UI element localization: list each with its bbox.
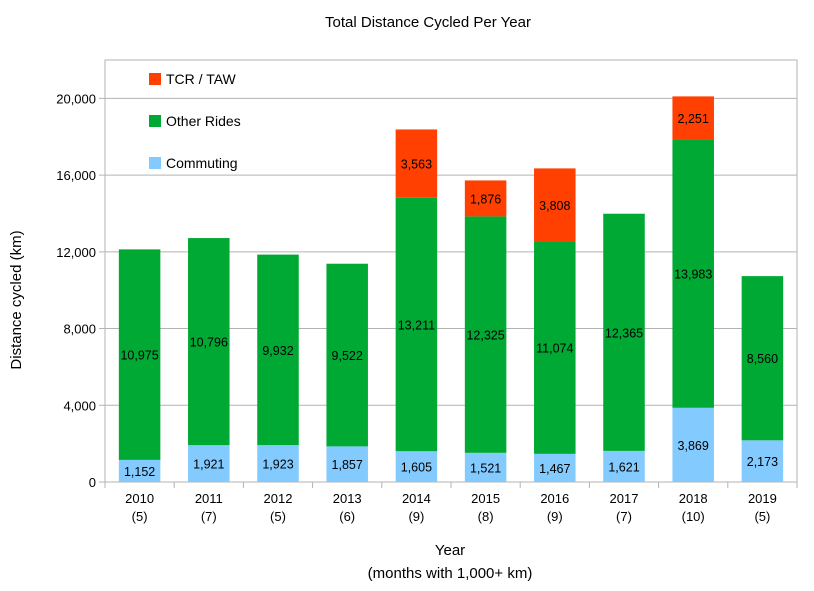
bar-tcr-taw xyxy=(534,168,576,242)
bar-commuting xyxy=(603,450,645,482)
x-tick-label: 2010 xyxy=(125,491,154,506)
data-label: 12,325 xyxy=(466,329,504,343)
data-label: 12,365 xyxy=(605,326,643,340)
bar-commuting xyxy=(326,446,368,482)
bar-other-rides xyxy=(188,238,230,446)
x-tick-sublabel: (7) xyxy=(201,509,217,524)
data-label: 8,560 xyxy=(747,352,778,366)
x-axis-subtitle: (months with 1,000+ km) xyxy=(368,565,533,582)
x-tick-label: 2016 xyxy=(540,491,569,506)
x-axis-title: Year xyxy=(435,542,465,559)
data-label: 9,522 xyxy=(332,349,363,363)
bar-other-rides xyxy=(326,263,368,447)
data-label: 1,923 xyxy=(262,458,293,472)
bar-commuting xyxy=(741,440,784,482)
y-tick-label: 12,000 xyxy=(56,245,96,260)
legend: TCR / TAW Other Rides Commuting xyxy=(149,71,241,171)
bar-commuting xyxy=(395,451,438,482)
y-tick-label: 20,000 xyxy=(56,91,96,106)
data-label: 1,876 xyxy=(470,192,501,206)
bar-other-rides xyxy=(603,213,645,451)
data-label: 1,521 xyxy=(470,461,501,475)
bar-commuting xyxy=(188,445,230,482)
legend-label: Commuting xyxy=(166,155,238,171)
x-tick-sublabel: (7) xyxy=(616,509,632,524)
data-label: 1,857 xyxy=(332,458,363,472)
bar-commuting xyxy=(534,453,576,482)
data-label: 11,074 xyxy=(536,342,573,356)
legend-swatch xyxy=(149,157,161,169)
x-tick-sublabel: (9) xyxy=(408,509,424,524)
data-label: 10,796 xyxy=(190,336,228,350)
x-tick-sublabel: (8) xyxy=(478,509,494,524)
x-tick-sublabel: (6) xyxy=(339,509,355,524)
data-label: 13,983 xyxy=(674,268,712,282)
x-tick-label: 2012 xyxy=(264,491,293,506)
x-tick-label: 2014 xyxy=(402,491,431,506)
data-label: 10,975 xyxy=(120,349,158,363)
data-label: 2,251 xyxy=(678,112,709,126)
y-tick-label: 0 xyxy=(89,475,96,490)
x-tick-label: 2018 xyxy=(679,491,708,506)
y-axis-title: Distance cycled (km) xyxy=(8,230,25,369)
legend-swatch xyxy=(149,115,161,127)
data-label: 1,467 xyxy=(539,462,570,476)
y-tick-label: 8,000 xyxy=(63,322,96,337)
x-tick-sublabel: (5) xyxy=(270,509,286,524)
x-tick-sublabel: (10) xyxy=(682,509,705,524)
legend-label: Other Rides xyxy=(166,113,241,129)
data-label: 13,211 xyxy=(398,319,435,333)
data-label: 2,173 xyxy=(747,455,778,469)
bar-other-rides xyxy=(118,249,161,460)
x-tick-label: 2015 xyxy=(471,491,500,506)
x-tick-sublabel: (5) xyxy=(754,509,770,524)
data-label: 1,152 xyxy=(124,465,155,479)
data-label: 1,605 xyxy=(401,461,432,475)
data-label: 9,932 xyxy=(262,344,293,358)
data-label: 3,869 xyxy=(678,439,709,453)
bar-other-rides xyxy=(257,254,299,446)
bar-other-rides xyxy=(534,241,576,454)
data-label: 3,563 xyxy=(401,158,432,172)
x-tick-sublabel: (9) xyxy=(547,509,563,524)
x-tick-label: 2013 xyxy=(333,491,362,506)
data-label: 3,808 xyxy=(539,199,570,213)
bars: 1,152 10,975 1,921 10,796 1,923 9,932 1,857 9,5… xyxy=(118,96,784,482)
bar-tcr-taw xyxy=(672,96,714,140)
data-label: 1,621 xyxy=(608,460,639,474)
bar-other-rides xyxy=(395,197,438,452)
y-tick-label: 16,000 xyxy=(56,168,96,183)
y-tick-label: 4,000 xyxy=(63,398,96,413)
bar-commuting xyxy=(118,459,161,482)
bar-tcr-taw xyxy=(464,180,507,217)
x-tick-sublabel: (5) xyxy=(132,509,148,524)
bar-other-rides xyxy=(741,276,784,441)
chart-title: Total Distance Cycled Per Year xyxy=(325,14,531,31)
data-label: 1,921 xyxy=(193,458,224,472)
bar-other-rides xyxy=(464,216,507,453)
bar-tcr-taw xyxy=(395,129,438,198)
x-tick-label: 2019 xyxy=(748,491,777,506)
legend-swatch xyxy=(149,73,161,85)
bar-commuting xyxy=(464,452,507,482)
x-tick-label: 2017 xyxy=(610,491,639,506)
bar-commuting xyxy=(672,407,714,482)
x-tick-label: 2011 xyxy=(195,491,223,506)
axes: 0 4,000 8,000 12,000 16,000 20,000 2010 (5) 2011… xyxy=(56,91,798,524)
legend-label: TCR / TAW xyxy=(166,71,237,87)
bar-commuting xyxy=(257,445,299,482)
bar-other-rides xyxy=(672,139,714,408)
